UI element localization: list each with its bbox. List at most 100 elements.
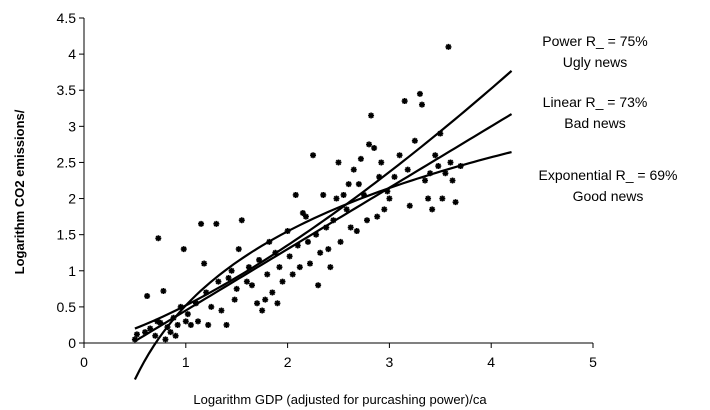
data-point (256, 256, 263, 263)
x-tick-label: 4 (487, 354, 495, 370)
data-point (155, 235, 162, 242)
data-point (427, 170, 434, 177)
data-point (245, 264, 252, 271)
data-point (333, 195, 340, 202)
data-point (262, 296, 269, 303)
data-point (259, 307, 266, 314)
data-point (442, 170, 449, 177)
data-point (378, 159, 385, 166)
data-point (343, 206, 350, 213)
trendline-linear (134, 113, 513, 343)
data-point (366, 141, 373, 148)
data-point (276, 264, 283, 271)
annotation-exponential-line2: Good news (573, 188, 644, 204)
data-point (304, 238, 311, 245)
x-tick-label: 2 (284, 354, 292, 370)
data-point (152, 332, 159, 339)
data-point (264, 271, 271, 278)
data-point (364, 217, 371, 224)
data-point (325, 246, 332, 253)
data-point (416, 90, 423, 97)
data-point (187, 321, 194, 328)
trendline-power (134, 70, 513, 330)
data-point (201, 260, 208, 267)
data-point (313, 231, 320, 238)
data-point (391, 173, 398, 180)
data-point (269, 289, 276, 296)
data-point (184, 311, 191, 318)
y-tick-label: 0 (68, 335, 76, 351)
data-point (317, 249, 324, 256)
x-axis-label: Logarithm GDP (adjusted for purcashing p… (193, 392, 487, 407)
x-tick-label: 5 (589, 354, 597, 370)
data-point (320, 191, 327, 198)
data-point (167, 329, 174, 336)
data-point (315, 282, 322, 289)
y-tick-label: 2 (68, 191, 76, 207)
data-point (422, 177, 429, 184)
y-tick-label: 3 (68, 118, 76, 134)
data-point (404, 166, 411, 173)
annotation-exponential-line1: Exponential R_ = 69% (539, 167, 678, 183)
data-point (360, 191, 367, 198)
data-point (337, 238, 344, 245)
data-point (432, 152, 439, 159)
trendline-exponential (133, 150, 512, 381)
y-tick-label: 1.5 (57, 227, 77, 243)
data-point (289, 271, 296, 278)
data-point (418, 101, 425, 108)
data-point (195, 318, 202, 325)
x-axis-ticks: 0 1 2 3 4 5 (80, 343, 597, 370)
trend-lines (133, 70, 513, 381)
data-point (302, 213, 309, 220)
data-point (172, 332, 179, 339)
data-point (235, 246, 242, 253)
data-point (355, 181, 362, 188)
data-point (218, 307, 225, 314)
data-point (233, 285, 240, 292)
data-point (327, 264, 334, 271)
data-point (425, 195, 432, 202)
data-point (435, 163, 442, 170)
y-axis-label: Logarithm CO2 emissions/ (12, 109, 27, 274)
x-tick-label: 3 (386, 354, 394, 370)
data-point (182, 318, 189, 325)
annotation-linear-line2: Bad news (564, 115, 625, 131)
data-point (447, 159, 454, 166)
annotation-linear-line1: Linear R_ = 73% (543, 94, 648, 110)
data-point (131, 336, 138, 343)
data-point (142, 329, 149, 336)
data-point (225, 275, 232, 281)
data-point (401, 98, 408, 105)
data-point (437, 130, 444, 137)
data-point (345, 181, 352, 188)
data-point (306, 260, 313, 267)
x-tick-label: 1 (182, 354, 190, 370)
data-point (157, 319, 164, 326)
data-point (381, 206, 388, 213)
data-point (254, 300, 261, 307)
data-point (243, 278, 250, 285)
data-point (335, 159, 342, 166)
data-point (198, 220, 205, 227)
data-point (144, 293, 151, 300)
data-point (452, 199, 459, 206)
data-point (368, 112, 375, 119)
data-point (228, 267, 235, 274)
data-point (180, 246, 187, 253)
data-point (449, 177, 456, 184)
data-point (347, 224, 354, 231)
data-point (162, 336, 169, 343)
y-axis-ticks: 0 0.5 1 1.5 2 2.5 3 3.5 4 4.5 (57, 10, 84, 351)
data-point (274, 300, 281, 307)
data-point (238, 217, 245, 224)
data-point (374, 213, 381, 220)
data-point (340, 191, 347, 198)
data-point (248, 282, 255, 289)
data-point (429, 206, 436, 213)
data-point (160, 288, 167, 294)
data-point (296, 264, 303, 271)
data-point (386, 195, 393, 202)
data-point (299, 210, 306, 216)
